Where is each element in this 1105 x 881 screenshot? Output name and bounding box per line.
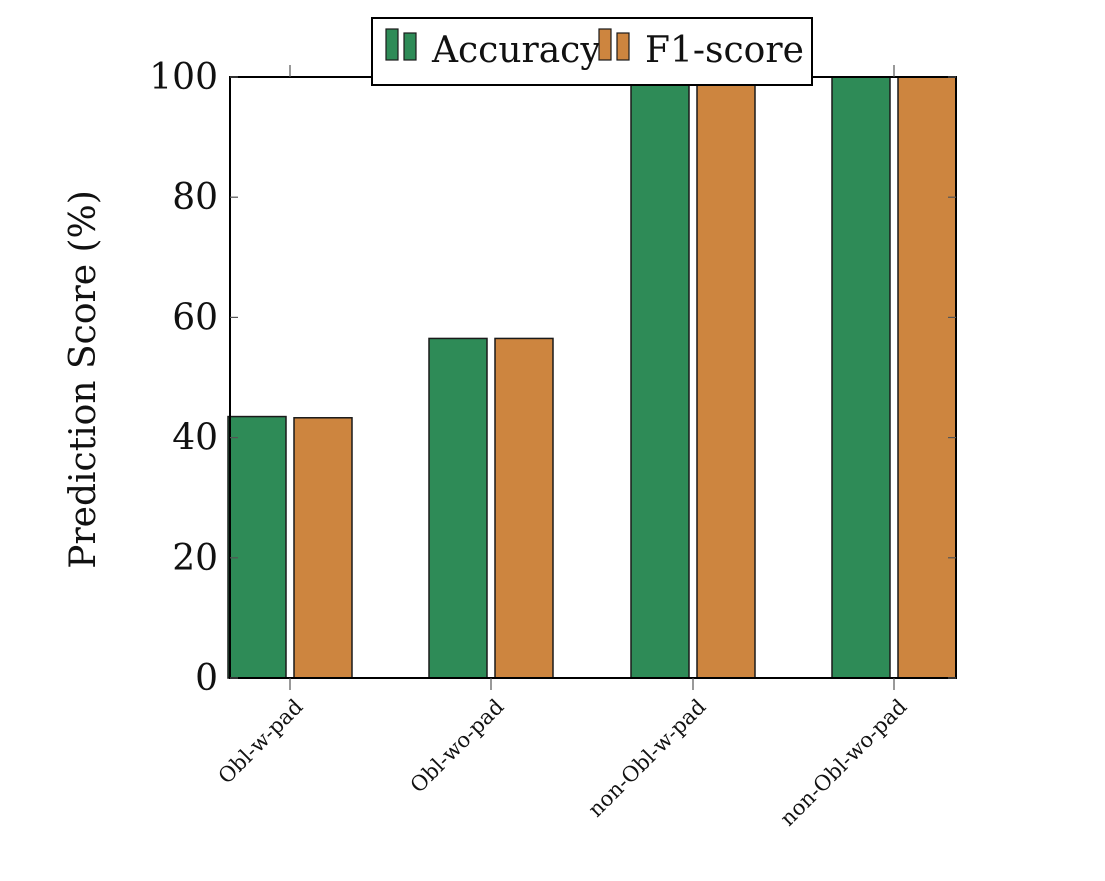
legend-swatch: [385, 28, 399, 61]
bar-f1-score-obl-wo-pad: [494, 337, 554, 679]
legend-swatch: [616, 32, 630, 61]
x-tick-label: Obl-w-pad: [214, 695, 308, 789]
y-tick-label: 80: [172, 177, 218, 218]
bar-f1-score-non-obl-wo-pad: [897, 76, 957, 679]
y-tick-label: 0: [195, 658, 218, 699]
legend: Accuracy F1-score: [371, 17, 813, 86]
y-tick-label: 20: [172, 538, 218, 579]
legend-box: [371, 17, 813, 86]
legend-swatch: [403, 32, 417, 61]
bar-f1-score-non-obl-w-pad: [696, 82, 756, 679]
y-axis-label: Prediction Score (%): [63, 190, 104, 569]
x-tick-label: non-Obl-w-pad: [583, 695, 710, 822]
y-tick-label: 100: [149, 57, 218, 98]
bar-accuracy-obl-wo-pad: [428, 337, 488, 679]
y-axis-ticks: 0 20 40 60 80 100: [149, 57, 956, 699]
bar-accuracy-non-obl-w-pad: [630, 82, 690, 679]
bars-layer: [227, 76, 957, 679]
bar-accuracy-obl-w-pad: [227, 415, 287, 679]
legend-label: F1-score: [645, 30, 804, 71]
legend-label: Accuracy: [431, 30, 601, 71]
legend-swatch: [598, 28, 612, 61]
x-tick-label: Obl-wo-pad: [406, 695, 509, 798]
y-tick-label: 60: [172, 297, 218, 338]
x-tick-label: non-Obl-wo-pad: [775, 695, 911, 831]
bar-accuracy-non-obl-wo-pad: [831, 76, 891, 679]
bar-f1-score-obl-w-pad: [293, 417, 353, 679]
y-tick-label: 40: [172, 418, 218, 459]
